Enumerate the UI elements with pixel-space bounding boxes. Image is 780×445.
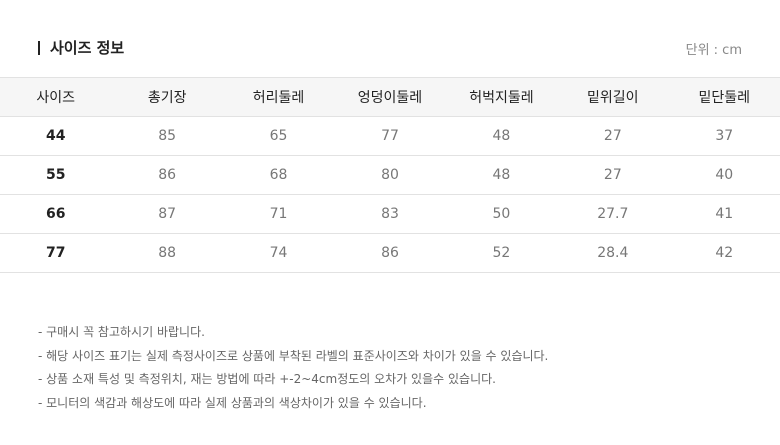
unit-label: 단위 : cm — [685, 43, 742, 58]
size-cell: 55 — [0, 155, 112, 195]
measure-cell: 28.4 — [557, 233, 669, 273]
measure-cell: 27 — [557, 155, 669, 195]
column-header: 밑단둘레 — [668, 77, 780, 117]
measure-cell: 27 — [557, 116, 669, 156]
measure-cell: 68 — [222, 155, 335, 195]
size-table: 사이즈 총기장 허리둘레 엉덩이둘레 허벅지둘레 밑위길이 밑단둘레 44 85 65 77 48 2… — [0, 77, 780, 273]
measure-cell: 80 — [334, 155, 446, 195]
table-row: 77 88 74 86 52 28.4 42 — [0, 233, 780, 273]
measure-cell: 88 — [111, 233, 223, 273]
measure-cell: 41 — [668, 194, 780, 234]
measure-cell: 77 — [334, 116, 446, 156]
measure-cell: 52 — [445, 233, 558, 273]
measure-cell: 40 — [668, 155, 780, 195]
measure-cell: 87 — [111, 194, 223, 234]
measure-cell: 27.7 — [557, 194, 669, 234]
size-cell: 66 — [0, 194, 112, 234]
note-line: - 해당 사이즈 표기는 실제 측정사이즈로 상품에 부착된 라벨의 표준사이즈… — [38, 348, 549, 363]
column-header: 총기장 — [111, 77, 223, 117]
measure-cell: 48 — [445, 155, 558, 195]
measure-cell: 85 — [111, 116, 223, 156]
column-header: 밑위길이 — [557, 77, 669, 117]
note-line: - 모니터의 색감과 해상도에 따라 실제 상품과의 색상차이가 있을 수 있습… — [38, 395, 427, 410]
notes: - 구매시 꼭 참고하시기 바랍니다. - 해당 사이즈 표기는 실제 측정사이즈… — [38, 321, 548, 415]
table-row: 66 87 71 83 50 27.7 41 — [0, 194, 780, 234]
measure-cell: 86 — [111, 155, 223, 195]
column-header: 사이즈 — [0, 77, 112, 117]
table-row: 44 85 65 77 48 27 37 — [0, 116, 780, 156]
section-title: 사이즈 정보 — [38, 37, 124, 58]
size-cell: 77 — [0, 233, 112, 273]
title-bar-marker — [38, 40, 40, 55]
measure-cell: 86 — [334, 233, 446, 273]
measure-cell: 50 — [445, 194, 558, 234]
title-text: 사이즈 정보 — [50, 39, 125, 57]
table-row: 55 86 68 80 48 27 40 — [0, 155, 780, 195]
measure-cell: 65 — [222, 116, 335, 156]
column-header: 엉덩이둘레 — [334, 77, 446, 117]
measure-cell: 71 — [222, 194, 335, 234]
measure-cell: 37 — [668, 116, 780, 156]
measure-cell: 83 — [334, 194, 446, 234]
measure-cell: 74 — [222, 233, 335, 273]
measure-cell: 48 — [445, 116, 558, 156]
measure-cell: 42 — [668, 233, 780, 273]
size-cell: 44 — [0, 116, 112, 156]
column-header: 허벅지둘레 — [445, 77, 558, 117]
note-line: - 상품 소재 특성 및 측정위치, 재는 방법에 따라 +-2~4cm정도의 … — [38, 372, 496, 386]
note-line: - 구매시 꼭 참고하시기 바랍니다. — [38, 325, 205, 339]
table-header-row: 사이즈 총기장 허리둘레 엉덩이둘레 허벅지둘레 밑위길이 밑단둘레 — [0, 77, 780, 117]
column-header: 허리둘레 — [222, 77, 335, 117]
